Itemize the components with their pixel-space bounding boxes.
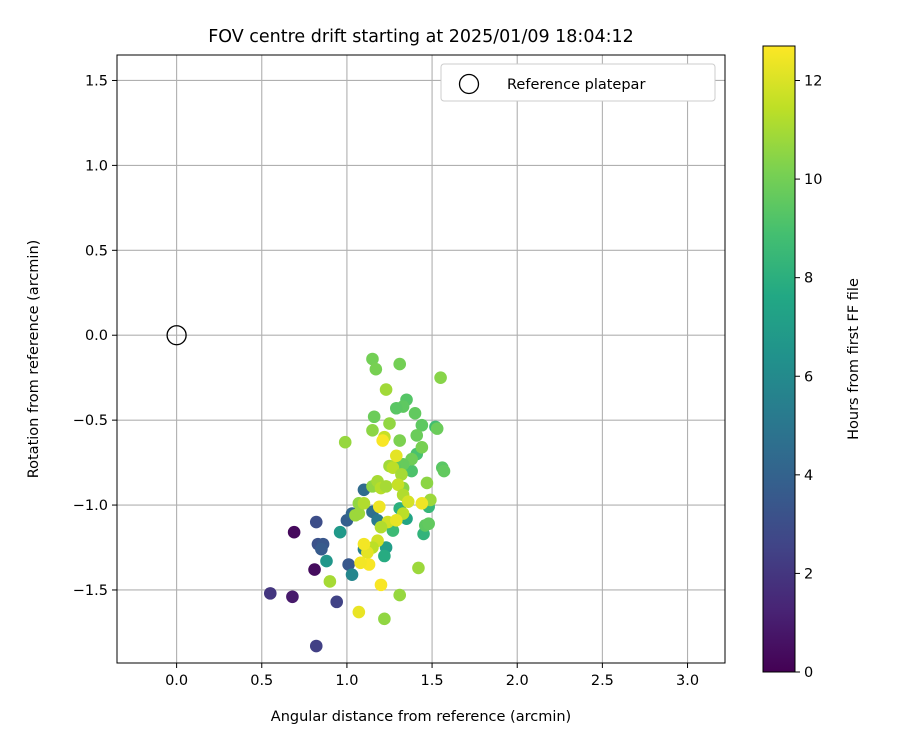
colorbar-tick-label: 12 xyxy=(804,74,822,90)
data-point xyxy=(330,595,343,609)
data-point xyxy=(309,639,323,653)
plot-frame xyxy=(116,54,726,664)
data-point xyxy=(408,407,422,420)
data-point xyxy=(393,357,407,371)
data-point xyxy=(366,352,379,366)
data-point xyxy=(286,590,299,604)
data-point xyxy=(333,525,347,539)
colorbar-tick-label: 10 xyxy=(804,172,822,188)
data-point xyxy=(309,515,323,529)
data-point xyxy=(308,563,321,576)
data-point xyxy=(352,605,366,619)
data-point xyxy=(420,476,434,490)
legend: Reference platepar xyxy=(440,63,716,102)
colorbar-tick-label: 8 xyxy=(804,271,813,287)
reference-platepar-marker xyxy=(166,325,187,346)
data-point xyxy=(401,495,415,508)
data-point xyxy=(374,578,388,592)
data-point xyxy=(410,429,424,442)
data-point xyxy=(345,568,359,581)
y-tick-label: 0.0 xyxy=(85,328,108,344)
colorbar-label: Hours from first FF file xyxy=(846,278,862,440)
data-point xyxy=(415,441,429,454)
data-point xyxy=(376,434,389,447)
data-point xyxy=(357,537,371,551)
data-point xyxy=(367,410,381,424)
data-point xyxy=(357,497,371,510)
data-point xyxy=(320,554,333,568)
x-tick-label: 2.0 xyxy=(506,673,529,689)
data-point xyxy=(390,401,403,415)
data-point xyxy=(434,371,447,384)
data-point xyxy=(287,525,301,539)
x-tick-label: 0.5 xyxy=(250,673,273,689)
data-point xyxy=(390,514,403,527)
colorbar-tick-label: 4 xyxy=(804,468,813,484)
colorbar-tick-label: 2 xyxy=(804,566,813,582)
x-tick-label: 3.0 xyxy=(676,673,699,689)
y-tick-label: −0.5 xyxy=(73,413,108,429)
y-tick-label: 1.0 xyxy=(85,158,108,174)
data-point xyxy=(395,468,408,481)
data-point xyxy=(415,497,429,510)
data-point xyxy=(372,500,386,514)
y-tick-label: 0.5 xyxy=(85,243,108,259)
data-point xyxy=(393,588,407,602)
data-point xyxy=(352,507,366,520)
data-point xyxy=(390,449,403,463)
data-point xyxy=(405,464,418,478)
legend-label: Reference platepar xyxy=(507,77,645,93)
data-point xyxy=(379,480,393,493)
y-axis-label: Rotation from reference (arcmin) xyxy=(26,240,42,479)
data-point xyxy=(338,435,352,449)
data-point xyxy=(415,418,429,432)
data-point xyxy=(323,575,337,588)
data-point xyxy=(378,612,391,626)
data-point xyxy=(342,558,355,571)
data-point xyxy=(393,434,407,447)
data-point xyxy=(379,383,393,396)
y-axis-ticks: 1.5 1.0 0.5 0.0 −0.5 −1.0 −1.5 xyxy=(73,73,117,599)
data-point xyxy=(422,517,435,531)
data-point xyxy=(437,464,451,478)
data-point xyxy=(391,478,405,491)
data-point xyxy=(366,424,379,437)
data-point xyxy=(369,362,383,376)
x-tick-label: 2.5 xyxy=(591,673,614,689)
colorbar-ticks: 0 2 4 6 8 10 12 xyxy=(795,74,822,681)
data-point xyxy=(378,549,391,563)
chart-title: FOV centre drift starting at 2025/01/09 … xyxy=(208,27,634,47)
y-tick-label: −1.0 xyxy=(73,498,108,514)
y-tick-label: 1.5 xyxy=(85,73,108,89)
colorbar-tick-label: 0 xyxy=(804,665,813,681)
x-tick-label: 0.0 xyxy=(165,673,188,689)
data-point xyxy=(315,542,328,556)
data-point xyxy=(263,587,277,600)
colorbar-tick-label: 6 xyxy=(804,369,813,385)
data-points xyxy=(166,325,451,653)
data-point xyxy=(386,461,400,474)
x-tick-label: 1.5 xyxy=(421,673,444,689)
x-axis-ticks: 0.0 0.5 1.0 1.5 2.0 2.5 3.0 xyxy=(165,663,699,689)
data-point xyxy=(412,561,425,575)
x-axis-label: Angular distance from reference (arcmin) xyxy=(271,709,571,725)
y-tick-label: −1.5 xyxy=(73,583,108,599)
data-point xyxy=(383,417,396,430)
data-point xyxy=(354,556,367,570)
x-tick-label: 1.0 xyxy=(335,673,358,689)
legend-frame xyxy=(440,63,716,102)
legend-marker-ring xyxy=(458,73,480,95)
data-point xyxy=(374,520,388,534)
data-point xyxy=(430,422,444,435)
colorbar xyxy=(762,45,796,673)
